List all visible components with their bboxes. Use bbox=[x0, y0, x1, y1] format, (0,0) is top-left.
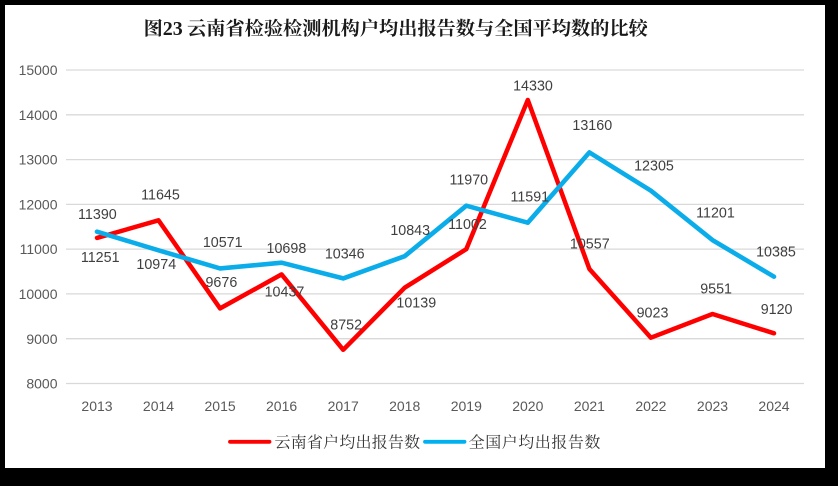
svg-text:2017: 2017 bbox=[328, 398, 359, 414]
svg-text:11000: 11000 bbox=[20, 241, 58, 257]
svg-text:8752: 8752 bbox=[330, 318, 362, 334]
svg-text:10385: 10385 bbox=[756, 244, 796, 260]
svg-text:14000: 14000 bbox=[19, 107, 58, 123]
svg-text:2013: 2013 bbox=[81, 398, 112, 414]
svg-text:12000: 12000 bbox=[19, 197, 58, 213]
svg-text:2023: 2023 bbox=[697, 398, 728, 414]
svg-text:2020: 2020 bbox=[512, 398, 543, 414]
svg-text:9676: 9676 bbox=[205, 275, 237, 291]
svg-text:8000: 8000 bbox=[26, 376, 57, 392]
svg-text:10974: 10974 bbox=[136, 257, 176, 273]
svg-text:13160: 13160 bbox=[572, 118, 612, 134]
svg-text:2021: 2021 bbox=[574, 398, 605, 414]
svg-text:11970: 11970 bbox=[449, 172, 488, 188]
svg-text:9551: 9551 bbox=[700, 282, 732, 298]
svg-text:15000: 15000 bbox=[19, 62, 58, 78]
svg-text:2024: 2024 bbox=[758, 398, 789, 414]
svg-text:11645: 11645 bbox=[141, 188, 180, 204]
svg-text:13000: 13000 bbox=[19, 152, 58, 168]
svg-text:10437: 10437 bbox=[265, 285, 305, 301]
svg-text:10571: 10571 bbox=[203, 235, 243, 251]
svg-text:2014: 2014 bbox=[143, 398, 174, 414]
svg-text:9000: 9000 bbox=[26, 331, 57, 347]
svg-text:2016: 2016 bbox=[266, 398, 297, 414]
svg-text:23: 23 bbox=[163, 18, 183, 40]
svg-text:10698: 10698 bbox=[267, 241, 307, 257]
svg-text:11591: 11591 bbox=[510, 190, 549, 206]
svg-text:11390: 11390 bbox=[78, 207, 117, 223]
svg-text:10346: 10346 bbox=[325, 247, 365, 263]
svg-text:2015: 2015 bbox=[205, 398, 236, 414]
svg-text:14330: 14330 bbox=[513, 79, 553, 95]
svg-text:10000: 10000 bbox=[19, 286, 58, 302]
svg-text:9023: 9023 bbox=[637, 306, 669, 322]
svg-text:2022: 2022 bbox=[635, 398, 666, 414]
svg-text:10843: 10843 bbox=[390, 223, 430, 239]
svg-text:2018: 2018 bbox=[389, 398, 420, 414]
svg-text:11002: 11002 bbox=[448, 217, 487, 233]
svg-text:9120: 9120 bbox=[761, 302, 793, 318]
svg-text:10139: 10139 bbox=[396, 295, 436, 311]
svg-text:12305: 12305 bbox=[634, 159, 674, 175]
svg-text:10557: 10557 bbox=[570, 237, 610, 253]
svg-text:11251: 11251 bbox=[81, 250, 120, 266]
svg-text:11201: 11201 bbox=[696, 205, 735, 221]
svg-text:2019: 2019 bbox=[451, 398, 482, 414]
